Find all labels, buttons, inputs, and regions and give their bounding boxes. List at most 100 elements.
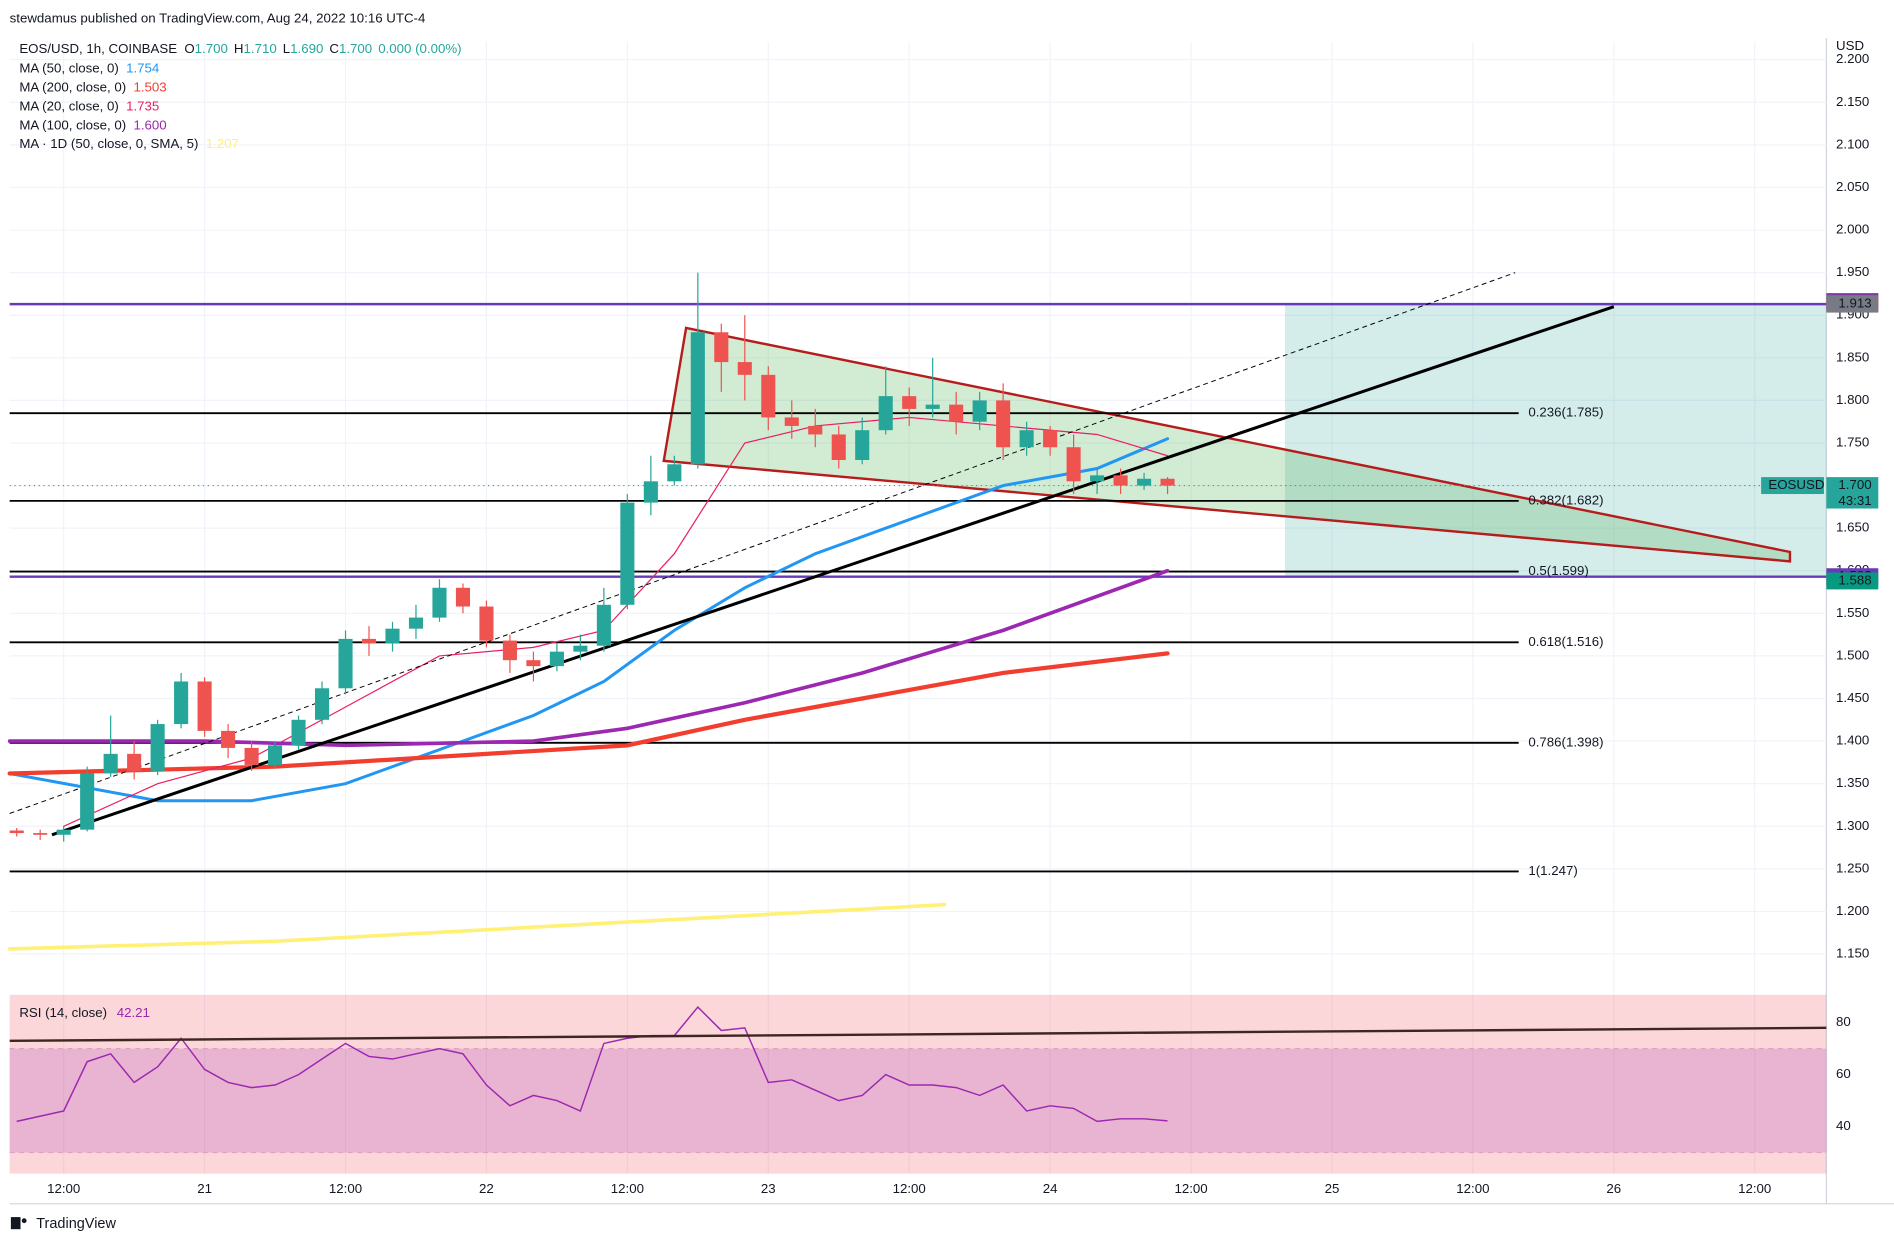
- candle-body: [831, 434, 846, 461]
- rsi-value: 42.21: [117, 1004, 150, 1019]
- ma-name: MA (50, close, 0): [19, 60, 119, 75]
- ma-name: MA · 1D (50, close, 0, SMA, 5): [19, 136, 198, 151]
- ma-value: 1.754: [126, 60, 159, 75]
- x-tick-label: 12:00: [611, 1181, 644, 1196]
- candle-body: [761, 374, 776, 418]
- candle-body: [127, 753, 142, 771]
- y-tick-label: 2.150: [1836, 94, 1869, 109]
- candle-body: [502, 640, 517, 661]
- y-tick-label: 1.150: [1836, 946, 1869, 961]
- ma-line: [7, 902, 947, 951]
- x-tick-label: 12:00: [1174, 1181, 1207, 1196]
- ma-legend: MA (50, close, 0) 1.754: [19, 60, 159, 75]
- x-tick-label: 22: [479, 1181, 494, 1196]
- candle-body: [714, 332, 729, 363]
- candle-body: [33, 833, 48, 835]
- y-tick-label: 1.800: [1836, 392, 1869, 407]
- ma-line: [63, 416, 1169, 827]
- y-tick-label: 1.200: [1836, 903, 1869, 918]
- y-tick-label: 1.750: [1836, 434, 1869, 449]
- candle-body: [408, 617, 424, 629]
- target-box: [1284, 304, 1827, 577]
- candle-body: [620, 502, 635, 605]
- symbol: EOS/USD, 1h, COINBASE: [19, 41, 177, 56]
- ma-name: MA (100, close, 0): [19, 117, 126, 132]
- candle-body: [455, 587, 471, 607]
- rsi-name: RSI (14, close): [19, 1004, 107, 1019]
- candle-body: [56, 829, 71, 835]
- ohlc-value: 1.700: [195, 41, 228, 56]
- candle-body: [972, 400, 987, 422]
- y-tick-label: 1.250: [1836, 860, 1869, 875]
- x-tick-label: 12:00: [329, 1181, 362, 1196]
- y-tick-label: 1.300: [1836, 818, 1869, 833]
- candle-body: [549, 651, 564, 667]
- candle-body: [949, 404, 964, 422]
- brand: TradingView: [36, 1216, 116, 1232]
- x-tick-label: 23: [761, 1181, 776, 1196]
- candle-body: [1043, 430, 1058, 448]
- ohlc-key: O: [184, 41, 194, 56]
- price-badge-label: 1.913: [1838, 296, 1871, 311]
- last-price-label: 1.700: [1838, 477, 1871, 492]
- ma-line: [7, 651, 1170, 776]
- fib-label: 0.5(1.599): [1528, 563, 1588, 578]
- candle-body: [80, 773, 95, 830]
- y-tick-label: 2.050: [1836, 179, 1869, 194]
- ohlc-legend: EOS/USD, 1h, COINBASE O1.700 H1.710 L1.690 C…: [19, 41, 461, 56]
- x-tick-label: 12:00: [893, 1181, 926, 1196]
- fib-label: 0.382(1.682): [1528, 492, 1603, 507]
- candle-body: [244, 747, 259, 765]
- price-badge: [1826, 295, 1879, 313]
- ohlc-key: C: [329, 41, 339, 56]
- rsi-trendline: [9, 1026, 1827, 1043]
- candle-body: [268, 745, 283, 765]
- y-tick-label: 1.350: [1836, 775, 1869, 790]
- trendline: [9, 272, 1516, 814]
- candle-body: [361, 638, 377, 644]
- ohlc-key: H: [234, 41, 244, 56]
- x-tick-label: 12:00: [1738, 1181, 1771, 1196]
- y-tick-label: 1.400: [1836, 733, 1869, 748]
- ma-legend: MA (20, close, 0) 1.735: [19, 98, 159, 113]
- fib-label: 0.236(1.785): [1528, 405, 1603, 420]
- x-tick-label: 12:00: [1456, 1181, 1489, 1196]
- y-tick-label: 1.950: [1836, 264, 1869, 279]
- x-tick-label: 25: [1325, 1181, 1340, 1196]
- ma-legend: MA · 1D (50, close, 0, SMA, 5) 1.207: [19, 136, 239, 151]
- candle-body: [643, 481, 658, 503]
- candle-body: [150, 724, 165, 771]
- symbol-badge-label: EOSUSD: [1768, 477, 1824, 492]
- candle-body: [1019, 430, 1034, 448]
- candle-body: [596, 604, 611, 646]
- logo: [10, 1217, 27, 1230]
- candle-body: [1160, 478, 1175, 486]
- candle-body: [573, 645, 588, 652]
- ma-value: 1.207: [206, 136, 239, 151]
- y-tick-label: 1.550: [1836, 605, 1869, 620]
- candle-body: [1066, 447, 1081, 482]
- ma-legend: MA (200, close, 0) 1.503: [19, 79, 166, 94]
- currency: USD: [1836, 38, 1864, 53]
- symbol-badge: [1761, 477, 1824, 495]
- candle-body: [1113, 475, 1128, 486]
- candle-body: [878, 396, 893, 431]
- x-tick-label: 26: [1606, 1181, 1621, 1196]
- fib-label: 0.618(1.516): [1528, 634, 1603, 649]
- candle-body: [996, 400, 1011, 448]
- ohlc-key: L: [283, 41, 290, 56]
- countdown: 43:31: [1838, 493, 1871, 508]
- ma-value: 1.600: [133, 117, 166, 132]
- ma-legend: MA (100, close, 0) 1.600: [19, 117, 166, 132]
- ma-name: MA (200, close, 0): [19, 79, 126, 94]
- ohlc-value: 1.710: [244, 41, 277, 56]
- fib-label: 1(1.247): [1528, 863, 1577, 878]
- y-tick-label: 2.100: [1836, 136, 1869, 151]
- candle-body: [690, 332, 705, 465]
- header-title: stewdamus published on TradingView.com, …: [10, 10, 426, 25]
- trendline: [51, 305, 1615, 837]
- price-badge-label: 1.588: [1838, 572, 1871, 587]
- candle-body: [737, 362, 752, 375]
- ma-name: MA (20, close, 0): [19, 98, 119, 113]
